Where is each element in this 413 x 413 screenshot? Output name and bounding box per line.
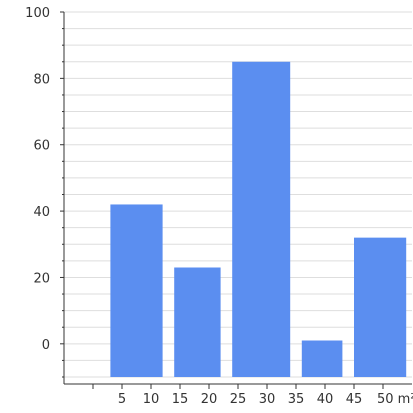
bar [110,204,163,377]
x-tick-label: 40 [317,392,334,407]
y-tick-label: 20 [33,271,50,286]
bar [232,61,291,377]
y-tick-label: 80 [33,72,50,87]
bar [354,237,407,377]
ticks [60,11,384,389]
x-tick-label: 45 [346,392,363,407]
x-tick-labels: 5 10 15 20 25 30 35 40 45 50 m² [118,392,413,407]
y-tick-label: 60 [33,139,50,154]
x-tick-label: 20 [201,392,218,407]
y-tick-label: 100 [25,6,50,21]
y-tick-label: 0 [42,338,50,353]
x-tick-label: 15 [172,392,189,407]
x-tick-label: 5 [118,392,126,407]
x-tick-label: 35 [288,392,305,407]
x-tick-label: 10 [143,392,160,407]
bar [301,340,343,377]
y-tick-labels: 0 20 40 60 80 100 [25,6,50,353]
x-tick-label: 25 [230,392,247,407]
x-tick-label: 30 [259,392,276,407]
bars [110,61,407,377]
x-tick-label: 50 m² [377,392,413,407]
y-tick-label: 40 [33,205,50,220]
bar [174,267,221,377]
